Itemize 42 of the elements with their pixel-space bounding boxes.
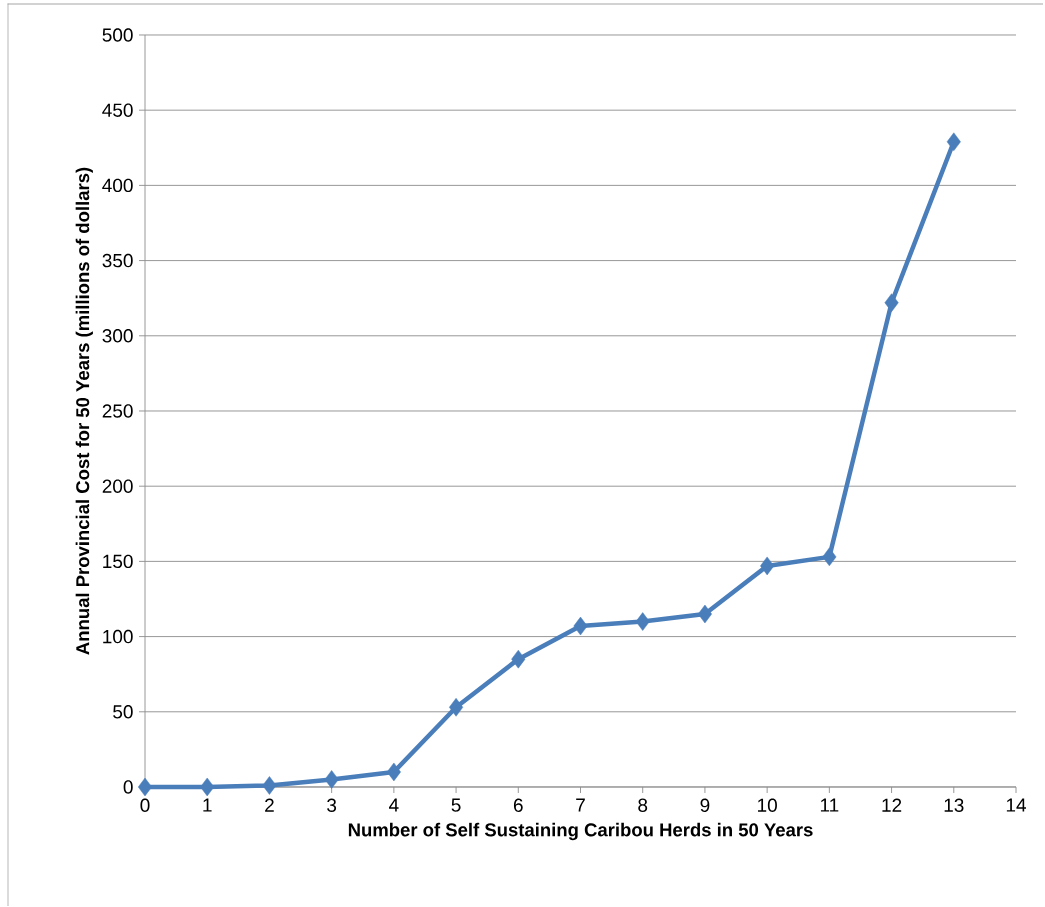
point — [760, 556, 775, 576]
y-tick-label: 250 — [102, 404, 133, 418]
y-tick-label: 0 — [123, 780, 133, 794]
x-tick-label: 7 — [576, 798, 585, 812]
x-tick-label: 11 — [820, 798, 839, 812]
point — [573, 616, 588, 636]
x-tick-label: 2 — [265, 798, 274, 812]
point — [386, 762, 401, 782]
point — [511, 649, 526, 669]
x-tick-label: 0 — [140, 798, 150, 812]
x-tick-label: 8 — [638, 798, 648, 812]
x-tick-label: 10 — [758, 798, 777, 812]
point — [822, 547, 837, 567]
x-tick-label: 1 — [203, 798, 212, 812]
x-tick-label: 13 — [944, 798, 964, 812]
point — [138, 777, 152, 797]
point — [200, 777, 215, 797]
y-tick-label: 450 — [102, 103, 133, 117]
y-axis-title: Annual Provincial Cost for 50 Years (millions of dollars) — [75, 167, 93, 655]
y-tick-label: 350 — [102, 253, 133, 268]
point — [697, 604, 712, 624]
x-tick-label: 6 — [513, 798, 523, 812]
point — [262, 776, 277, 795]
y-tick-label: 400 — [102, 178, 133, 193]
x-tick-label: 3 — [327, 798, 337, 812]
point — [946, 132, 961, 152]
y-tick-label: 50 — [113, 705, 133, 719]
x-tick-label: 5 — [451, 798, 461, 812]
point — [449, 698, 464, 717]
point — [635, 612, 650, 631]
y-tick-label: 300 — [102, 329, 133, 343]
x-tick-label: 14 — [1006, 798, 1026, 812]
point — [884, 293, 899, 312]
x-tick-label: 4 — [389, 798, 399, 812]
x-tick-label: 12 — [882, 798, 902, 812]
point — [324, 770, 339, 789]
y-tick-label: 200 — [102, 479, 133, 493]
y-tick-label: 100 — [103, 629, 133, 644]
y-tick-label: 500 — [102, 28, 133, 42]
y-tick-label: 150 — [103, 554, 133, 569]
x-tick-label: 9 — [700, 798, 710, 812]
x-axis-title: Number of Self Sustaining Caribou Herds in 50 Years — [348, 822, 813, 841]
